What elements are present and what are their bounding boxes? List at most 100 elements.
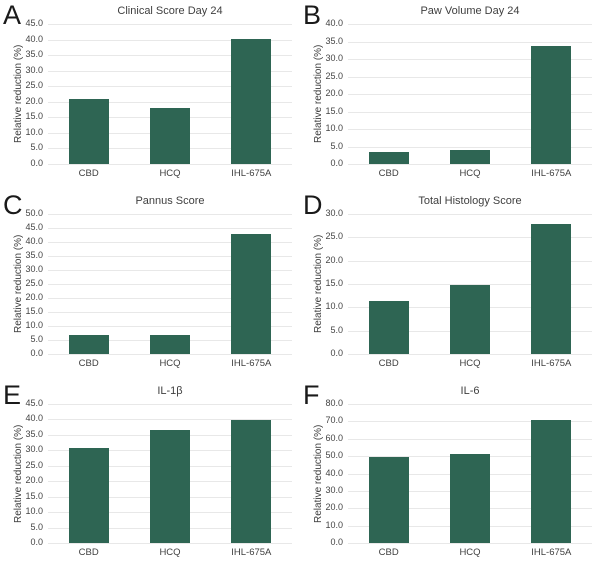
y-tick-label: 10.0 xyxy=(25,320,43,330)
y-axis-label: Relative reduction (%) xyxy=(313,234,324,334)
y-tick-label: 40.0 xyxy=(25,413,43,424)
y-tick-label: 0.0 xyxy=(330,348,343,358)
y-tick-label: 40.0 xyxy=(25,236,43,246)
y-tick-label: 50.0 xyxy=(25,208,43,218)
x-category-label: CBD xyxy=(378,168,399,179)
gridline xyxy=(48,312,292,313)
bar-IHL-675A xyxy=(531,45,572,164)
y-tick-label: 15.0 xyxy=(25,306,43,316)
gridline xyxy=(348,260,592,262)
x-category-label: IHL-675A xyxy=(531,168,572,179)
y-tick-label: 0.0 xyxy=(330,158,343,168)
gridline xyxy=(48,284,292,285)
y-tick-label: 0.0 xyxy=(330,537,343,547)
bar-HCQ xyxy=(450,285,490,354)
bar-CBD xyxy=(68,99,109,164)
chart-panel-e: E IL-1β Relative reduction (%) 0.0 5.0 10.… xyxy=(0,380,300,569)
bar-HCQ xyxy=(150,335,190,354)
y-tick-label: 40.0 xyxy=(325,18,343,28)
y-tick-label: 10.0 xyxy=(25,506,43,517)
bar-CBD xyxy=(368,151,409,164)
gridline xyxy=(348,214,592,215)
x-category-label: HCQ xyxy=(159,358,181,369)
bar-HCQ xyxy=(450,150,490,164)
y-tick-label: 20.0 xyxy=(325,88,343,98)
chart-panel-a: A Clinical Score Day 24 Relative reducti… xyxy=(0,0,300,190)
gridline xyxy=(48,55,292,57)
gridline xyxy=(48,86,292,88)
chart-panel-f: F IL-6 Relative reduction (%) 0.0 10.0 20.… xyxy=(300,380,600,569)
gridline xyxy=(348,129,592,130)
y-tick-label: 0.0 xyxy=(30,158,43,168)
gridline xyxy=(48,543,292,544)
x-category-label: HCQ xyxy=(459,358,481,369)
y-tick-label: 50.0 xyxy=(325,450,343,461)
y-tick-label: 15.0 xyxy=(25,111,43,122)
x-category-label: IHL-675A xyxy=(231,358,272,369)
plot-area: 0.0 10.0 20.0 30.0 40.0 50.0 60.0 70.0 80.0 CBD HC… xyxy=(325,399,592,557)
x-category-label: IHL-675A xyxy=(231,547,272,558)
gridline xyxy=(348,94,592,95)
chart-panel-c: C Pannus Score Relative reduction (%) 0.… xyxy=(0,190,300,380)
y-tick-label: 40.0 xyxy=(25,33,43,44)
gridline xyxy=(348,24,592,25)
plot-area: 0.0 5.0 10.0 15.0 20.0 25.0 30.0 35.0 40.0 45.0 50… xyxy=(25,209,292,368)
y-tick-label: 25.0 xyxy=(25,80,43,91)
chart-title: Pannus Score xyxy=(135,195,205,207)
y-tick-label: 20.0 xyxy=(325,254,343,265)
y-tick-label: 20.0 xyxy=(325,502,343,513)
x-category-label: IHL-675A xyxy=(231,168,272,179)
y-tick-label: 30.0 xyxy=(325,208,343,218)
panel-letter: D xyxy=(303,190,323,220)
gridline xyxy=(48,270,292,271)
plot-area: 0.0 5.0 10.0 15.0 20.0 25.0 30.0 35.0 40.0 CBD HCQ… xyxy=(325,19,592,178)
x-category-label: HCQ xyxy=(159,547,181,558)
y-tick-label: 80.0 xyxy=(325,398,343,408)
y-tick-label: 30.0 xyxy=(25,444,43,455)
gridline xyxy=(48,70,292,72)
x-category-label: CBD xyxy=(78,168,99,179)
chart-panel-d: D Total Histology Score Relative reducti… xyxy=(300,190,600,380)
plot-area: 0.0 5.0 10.0 15.0 20.0 25.0 30.0 35.0 40.0 45.0 CB… xyxy=(25,19,292,178)
y-tick-label: 30.0 xyxy=(325,484,343,495)
gridline xyxy=(348,41,592,43)
x-category-label: HCQ xyxy=(159,168,181,179)
y-tick-label: 35.0 xyxy=(25,428,43,439)
gridline xyxy=(48,24,292,25)
bar-IHL-675A xyxy=(231,38,272,164)
y-tick-label: 5.0 xyxy=(330,140,343,151)
y-tick-label: 15.0 xyxy=(325,278,343,288)
x-category-label: IHL-675A xyxy=(531,358,572,369)
chart-title: Paw Volume Day 24 xyxy=(420,5,520,17)
gridline xyxy=(48,214,292,215)
gridline xyxy=(348,543,592,544)
y-tick-label: 0.0 xyxy=(30,537,43,547)
x-category-label: CBD xyxy=(378,547,399,558)
y-tick-label: 20.0 xyxy=(25,475,43,486)
y-tick-label: 10.0 xyxy=(325,519,343,530)
gridline xyxy=(348,164,592,165)
gridline xyxy=(48,242,292,243)
y-tick-label: 5.0 xyxy=(30,142,43,153)
bar-CBD xyxy=(368,300,409,354)
y-tick-label: 25.0 xyxy=(25,278,43,288)
y-tick-label: 10.0 xyxy=(325,301,343,312)
y-tick-label: 5.0 xyxy=(330,324,343,335)
gridline xyxy=(348,111,592,113)
x-category-label: HCQ xyxy=(459,168,481,179)
y-tick-label: 35.0 xyxy=(25,250,43,260)
x-category-label: IHL-675A xyxy=(531,547,572,558)
y-tick-label: 5.0 xyxy=(30,521,43,532)
gridline xyxy=(348,421,592,423)
gridline xyxy=(348,354,592,355)
y-tick-label: 0.0 xyxy=(30,348,43,358)
y-tick-label: 30.0 xyxy=(325,53,343,63)
bar-IHL-675A xyxy=(531,224,572,354)
panel-letter: B xyxy=(303,0,322,30)
gridline xyxy=(48,404,292,405)
gridline xyxy=(48,354,292,355)
bar-IHL-675A xyxy=(231,233,272,354)
gridline xyxy=(48,228,292,229)
y-axis-label: Relative reduction (%) xyxy=(313,44,324,144)
